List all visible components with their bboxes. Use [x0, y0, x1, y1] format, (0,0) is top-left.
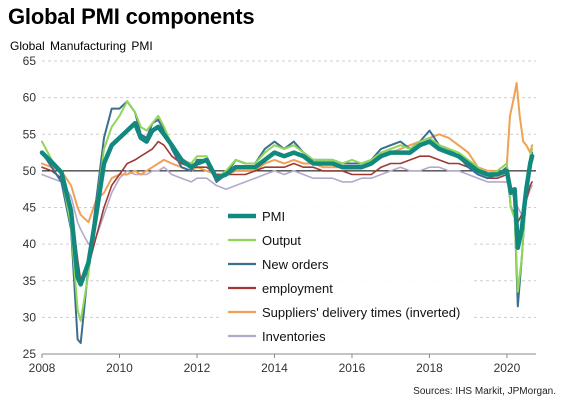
- legend-label-employment: employment: [262, 281, 333, 296]
- x-tick-label-2014: 2014: [261, 361, 288, 375]
- chart-subtitle: Global Manufacturing PMI: [10, 39, 153, 53]
- legend-label-pmi: PMI: [262, 209, 285, 224]
- legend-label-suppliers-delivery-times-inverted: Suppliers' delivery times (inverted): [262, 305, 460, 320]
- y-tick-label-50: 50: [23, 164, 37, 178]
- series-lines: [39, 82, 535, 344]
- y-tick-label-60: 60: [23, 91, 37, 105]
- series-line-suppliers-delivery-times-inverted: [41, 82, 534, 224]
- x-tick-label-2020: 2020: [494, 361, 521, 375]
- legend-label-output: Output: [262, 233, 301, 248]
- x-tick-label-2018: 2018: [416, 361, 443, 375]
- y-tick-label-30: 30: [23, 310, 37, 324]
- legend-background: [222, 202, 474, 350]
- y-tick-label-35: 35: [23, 274, 37, 288]
- legend-label-new-orders: New orders: [262, 257, 329, 272]
- x-tick-label-2008: 2008: [29, 361, 56, 375]
- series-line-output: [41, 100, 534, 322]
- series-line-inventories: [41, 166, 533, 245]
- x-tick-label-2010: 2010: [106, 361, 133, 375]
- y-tick-label-45: 45: [23, 201, 37, 215]
- x-tick-label-2016: 2016: [339, 361, 366, 375]
- y-tick-label-25: 25: [23, 347, 37, 361]
- legend-label-inventories: Inventories: [262, 329, 326, 344]
- y-tick-label-55: 55: [23, 127, 37, 141]
- series-line-pmi: [39, 121, 535, 287]
- y-tick-label-65: 65: [23, 54, 37, 68]
- axes: 25 30 35 40 45 50 55 60 65 2008 2010 2012 2014 2016 20…: [23, 54, 536, 375]
- legend: PMI Output New orders employment Suppliers' …: [222, 202, 474, 350]
- x-tick-label-2012: 2012: [184, 361, 211, 375]
- chart-title: Global PMI components: [8, 4, 255, 29]
- y-tick-label-40: 40: [23, 237, 37, 251]
- source-note: Sources: IHS Markit, JPMorgan.: [413, 386, 556, 397]
